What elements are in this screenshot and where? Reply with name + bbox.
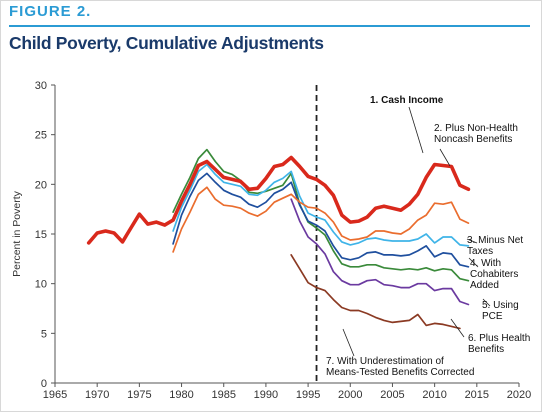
series-annotation-label: Noncash Benefits [434, 134, 512, 145]
y-tick-label: 20 [35, 179, 47, 191]
y-tick-label: 30 [35, 80, 47, 92]
annotation-leader [450, 318, 465, 338]
series-annotation-label: Taxes [467, 246, 493, 257]
x-tick-label: 2000 [338, 389, 362, 401]
series-annotation-label: Added [470, 280, 499, 291]
x-tick-label: 1975 [127, 389, 151, 401]
series-annotation-label: Benefits [468, 344, 504, 355]
x-tick-label: 1965 [43, 389, 67, 401]
annotation-leader [468, 257, 479, 268]
series-annotation-label: PCE [482, 311, 503, 322]
figure-label: FIGURE 2. [9, 3, 92, 20]
annotation-leader [408, 106, 424, 154]
y-tick-label: 25 [35, 130, 47, 142]
annotation-leader [439, 148, 451, 167]
x-tick-label: 1970 [85, 389, 109, 401]
annotation-leader [482, 298, 491, 307]
series-line-1 [86, 155, 471, 245]
series-annotation-label: 6. Plus Health [468, 333, 530, 344]
series-line-2 [172, 186, 470, 253]
series-annotation-label: 1. Cash Income [370, 95, 444, 106]
x-tick-label: 1990 [254, 389, 278, 401]
series-annotation-label: 2. Plus Non-Health [434, 123, 518, 134]
figure-rule [9, 25, 530, 27]
annotation-leader [342, 328, 355, 357]
series-line-6 [172, 148, 470, 282]
chart-series [86, 148, 471, 330]
x-tick-label: 2010 [422, 389, 446, 401]
series-annotation-label: 7. With Underestimation of [326, 356, 444, 367]
series-line-7 [290, 254, 461, 330]
y-tick-label: 5 [41, 328, 47, 340]
series-annotation-label: Means-Tested Benefits Corrected [326, 367, 474, 378]
y-axis-label: Percent in Poverty [11, 190, 23, 277]
x-tick-label: 1980 [169, 389, 193, 401]
series-line-5 [290, 198, 470, 306]
chart-title: Child Poverty, Cumulative Adjustments [9, 33, 324, 53]
x-tick-label: 1995 [296, 389, 320, 401]
series-annotation-label: 5. Using [482, 300, 519, 311]
chart-axes: 0 5 10 15 20 25 30 1965 1970 1975 1980 1985 1990 1995… [11, 80, 531, 401]
series-line-4 [172, 172, 470, 268]
x-tick-label: 2020 [507, 389, 531, 401]
y-tick-label: 10 [35, 279, 47, 291]
annotation-leader [466, 238, 478, 244]
y-tick-label: 15 [35, 229, 47, 241]
y-tick-label: 0 [41, 378, 47, 390]
series-annotation-label: 4. With [470, 258, 501, 269]
chart-annotations: 1. Cash Income 2. Plus Non-HealthNoncash … [326, 95, 530, 378]
x-tick-label: 1985 [211, 389, 235, 401]
x-tick-label: 2015 [465, 389, 489, 401]
series-annotation-label: Cohabiters [470, 269, 518, 280]
series-line-3 [172, 163, 470, 247]
series-annotation-label: 3. Minus Net [467, 235, 523, 246]
x-tick-label: 2005 [380, 389, 404, 401]
